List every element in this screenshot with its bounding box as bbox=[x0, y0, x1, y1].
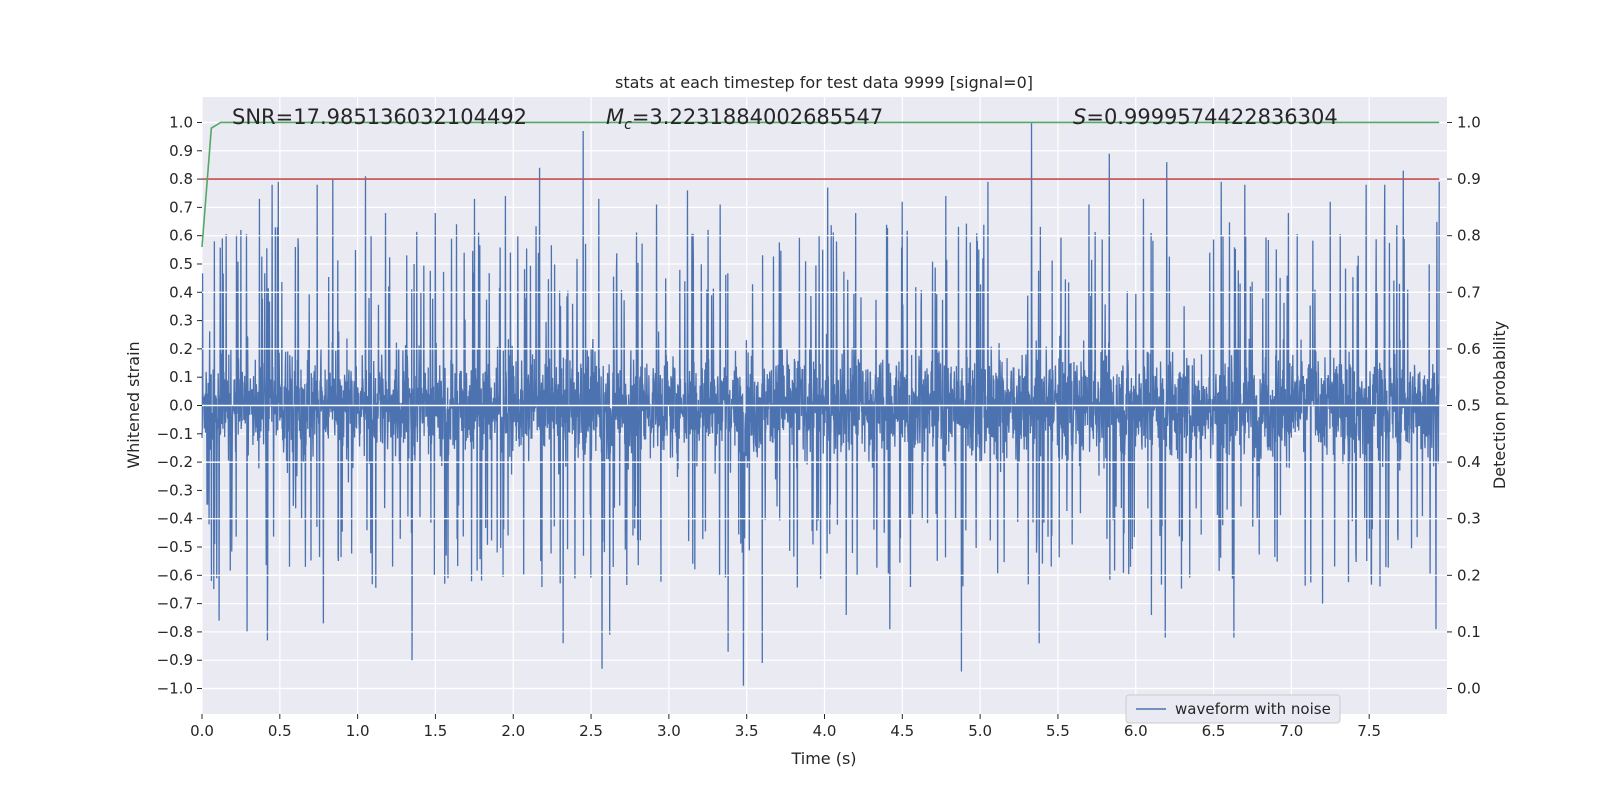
y-tick-label: 0.5 bbox=[169, 255, 193, 273]
y-tick-label: −0.3 bbox=[157, 481, 193, 499]
y-tick-label: −0.8 bbox=[157, 623, 193, 641]
x-tick-label: 2.5 bbox=[579, 722, 603, 740]
y2-tick-label: 0.4 bbox=[1457, 453, 1481, 471]
y-axis-label: Whitened strain bbox=[124, 341, 143, 468]
x-tick-label: 7.0 bbox=[1279, 722, 1303, 740]
y-tick-label: −0.2 bbox=[157, 453, 193, 471]
legend-box bbox=[1125, 694, 1341, 724]
y2-tick-label: 0.9 bbox=[1457, 170, 1481, 188]
y2-tick-label: 0.5 bbox=[1457, 397, 1481, 415]
x-tick-label: 4.5 bbox=[890, 722, 914, 740]
y-tick-label: 1.0 bbox=[169, 113, 193, 131]
y2-tick-label: 1.0 bbox=[1457, 113, 1481, 131]
chart-title: stats at each timestep for test data 999… bbox=[615, 73, 1033, 92]
x-tick-label: 0.5 bbox=[268, 722, 292, 740]
snr-annotation: SNR=17.985136032104492 bbox=[232, 105, 527, 129]
y-tick-label: 0.4 bbox=[169, 283, 193, 301]
detection-probability-series bbox=[201, 121, 1440, 248]
waveform-with-noise-series bbox=[201, 122, 1440, 686]
y-tick-label: −0.6 bbox=[157, 566, 193, 584]
y2-tick-label: 0.7 bbox=[1457, 283, 1481, 301]
y-tick-label: 0.1 bbox=[169, 368, 193, 386]
x-tick-label: 1.5 bbox=[424, 722, 448, 740]
score-annotation: S=0.9999574422836304 bbox=[1073, 105, 1338, 129]
x-tick-label: 3.0 bbox=[657, 722, 681, 740]
y-tick-label: −0.5 bbox=[157, 538, 193, 556]
x-tick-label: 5.5 bbox=[1046, 722, 1070, 740]
chirp-mass-symbol: M bbox=[606, 105, 624, 129]
y-tick-label: 0.9 bbox=[169, 142, 193, 160]
y-tick-label: −0.7 bbox=[157, 595, 193, 613]
y-tick-label: −1.0 bbox=[157, 680, 193, 698]
x-tick-label: 6.5 bbox=[1202, 722, 1226, 740]
ticks: 0.0 0.5 1.0 1.5 2.0 2.5 3.0 3.5 4.0 4.5 5.0 5.5 6.0 6… bbox=[157, 113, 1481, 740]
probability-overlay bbox=[201, 121, 1447, 690]
y-tick-label: 0.7 bbox=[169, 198, 193, 216]
x-tick-label: 3.5 bbox=[735, 722, 759, 740]
y-tick-label: 0.6 bbox=[169, 227, 193, 245]
y2-tick-label: 0.8 bbox=[1457, 227, 1481, 245]
y2-tick-label: 0.6 bbox=[1457, 340, 1481, 358]
x-tick-label: 6.0 bbox=[1124, 722, 1148, 740]
score-symbol: S bbox=[1073, 105, 1086, 129]
x-tick-label: 7.5 bbox=[1357, 722, 1381, 740]
chirp-mass-annotation: Mc=3.2231884002685547 bbox=[606, 105, 883, 133]
y-tick-label: −0.1 bbox=[157, 425, 193, 443]
chirp-mass-subscript: c bbox=[624, 117, 632, 133]
legend-label: waveform with noise bbox=[1175, 700, 1331, 718]
y-tick-label: 0.0 bbox=[169, 397, 193, 415]
score-value: =0.9999574422836304 bbox=[1086, 105, 1337, 129]
y2-tick-label: 0.3 bbox=[1457, 510, 1481, 528]
y-tick-label: 0.8 bbox=[169, 170, 193, 188]
chirp-mass-value: =3.2231884002685547 bbox=[632, 105, 883, 129]
x-tick-label: 2.0 bbox=[501, 722, 525, 740]
x-tick-label: 0.0 bbox=[190, 722, 214, 740]
x-axis-label: Time (s) bbox=[790, 749, 856, 768]
y2-tick-label: 0.2 bbox=[1457, 566, 1481, 584]
y-tick-label: 0.2 bbox=[169, 340, 193, 358]
legend: waveform with noise bbox=[1125, 694, 1341, 724]
x-tick-label: 4.0 bbox=[813, 722, 837, 740]
y-tick-label: −0.9 bbox=[157, 651, 193, 669]
y2-axis-label: Detection probability bbox=[1490, 321, 1509, 489]
y-tick-label: 0.3 bbox=[169, 312, 193, 330]
y2-tick-label: 0.1 bbox=[1457, 623, 1481, 641]
y-tick-label: −0.4 bbox=[157, 510, 193, 528]
x-tick-label: 5.0 bbox=[968, 722, 992, 740]
y2-tick-label: 0.0 bbox=[1457, 680, 1481, 698]
x-tick-label: 1.0 bbox=[346, 722, 370, 740]
